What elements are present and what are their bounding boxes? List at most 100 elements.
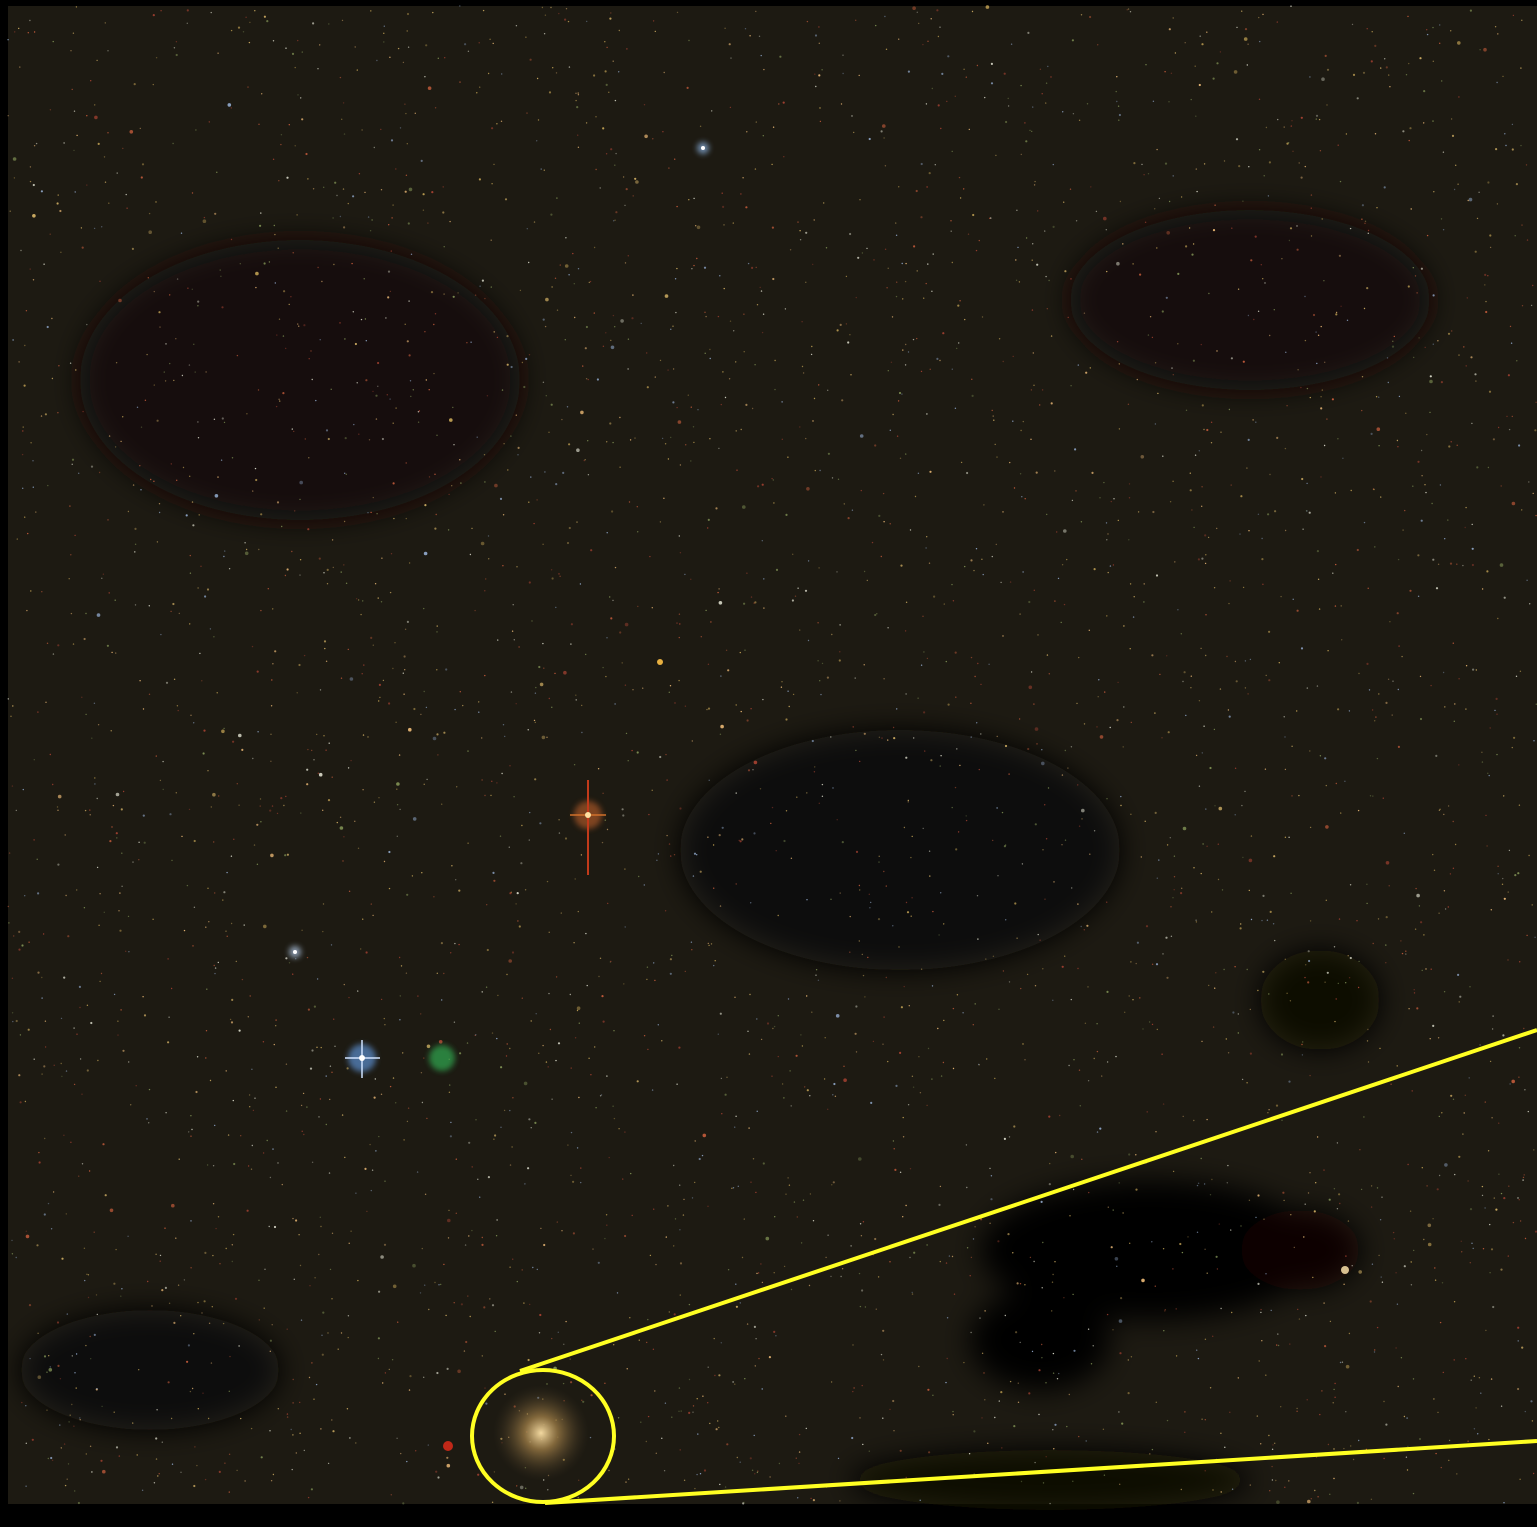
- star: [483, 1306, 486, 1309]
- star: [1001, 811, 1004, 814]
- star: [774, 359, 776, 362]
- star: [72, 32, 75, 34]
- star: [436, 733, 439, 736]
- star: [885, 48, 888, 50]
- star: [1020, 1480, 1023, 1483]
- star: [1028, 600, 1031, 604]
- star: [367, 736, 369, 738]
- star: [1032, 243, 1034, 245]
- star: [1017, 1401, 1020, 1404]
- star: [431, 191, 434, 194]
- star: [1437, 1037, 1440, 1039]
- star: [812, 1499, 816, 1502]
- star: [1477, 1433, 1479, 1435]
- star: [839, 624, 841, 626]
- star: [995, 543, 997, 546]
- star: [286, 1328, 288, 1330]
- star: [1334, 1020, 1336, 1023]
- star: [319, 689, 322, 691]
- star: [271, 679, 273, 681]
- star: [1086, 103, 1089, 105]
- star: [1267, 1112, 1269, 1114]
- star: [1066, 1425, 1068, 1428]
- star: [837, 1457, 840, 1460]
- star: [909, 1168, 912, 1170]
- star: [585, 932, 587, 935]
- star: [1205, 554, 1207, 556]
- star: [855, 296, 857, 299]
- star: [96, 59, 98, 62]
- star: [1442, 229, 1445, 231]
- star: [1305, 1314, 1307, 1317]
- star: [679, 464, 682, 466]
- star: [756, 304, 759, 306]
- star: [1004, 844, 1007, 846]
- star: [341, 118, 343, 121]
- star: [1284, 447, 1287, 450]
- star: [852, 1344, 854, 1346]
- star: [989, 1222, 991, 1225]
- star: [974, 1003, 976, 1005]
- star: [73, 1027, 75, 1029]
- star: [1497, 873, 1499, 875]
- star: [16, 538, 18, 540]
- star: [1045, 1456, 1047, 1458]
- star: [1057, 577, 1060, 580]
- star: [707, 707, 711, 710]
- star: [926, 413, 928, 415]
- star: [500, 1066, 503, 1069]
- star: [98, 924, 100, 926]
- star: [12, 705, 14, 707]
- star: [1241, 10, 1243, 12]
- star: [1320, 407, 1323, 410]
- star: [1022, 420, 1024, 423]
- star: [201, 1312, 203, 1314]
- star: [1390, 1083, 1392, 1085]
- star: [530, 1020, 532, 1022]
- star: [315, 1383, 318, 1386]
- star: [692, 426, 695, 428]
- star: [443, 293, 445, 295]
- star: [253, 844, 256, 846]
- star: [1518, 1199, 1520, 1201]
- star: [252, 490, 254, 492]
- star: [861, 252, 864, 254]
- star: [709, 348, 711, 351]
- star: [887, 627, 889, 629]
- star: [713, 887, 715, 889]
- star: [158, 1473, 160, 1475]
- star: [622, 176, 625, 178]
- star: [252, 1109, 255, 1112]
- star: [1021, 863, 1024, 865]
- star: [22, 487, 24, 489]
- star: [370, 903, 372, 905]
- star: [1073, 1349, 1076, 1352]
- star: [1039, 68, 1042, 71]
- star: [1144, 820, 1146, 822]
- star: [1099, 497, 1101, 499]
- star: [898, 186, 900, 188]
- star: [966, 1186, 968, 1189]
- star: [217, 476, 219, 478]
- star: [575, 99, 577, 102]
- star: [1532, 1472, 1535, 1475]
- star: [690, 578, 692, 580]
- star: [1071, 887, 1073, 889]
- star: [787, 690, 789, 692]
- star: [795, 1054, 798, 1057]
- star: [1392, 1231, 1395, 1234]
- star: [1334, 1382, 1336, 1385]
- star: [450, 1121, 452, 1124]
- star: [1044, 230, 1046, 232]
- star: [1289, 1343, 1291, 1345]
- star: [127, 1235, 129, 1238]
- star: [293, 430, 295, 433]
- star: [685, 444, 687, 446]
- star: [1164, 71, 1166, 73]
- star: [1281, 1119, 1283, 1122]
- star: [905, 601, 908, 603]
- star: [1484, 1101, 1487, 1103]
- star: [93, 1231, 95, 1233]
- star: [996, 807, 998, 809]
- star: [714, 1374, 716, 1377]
